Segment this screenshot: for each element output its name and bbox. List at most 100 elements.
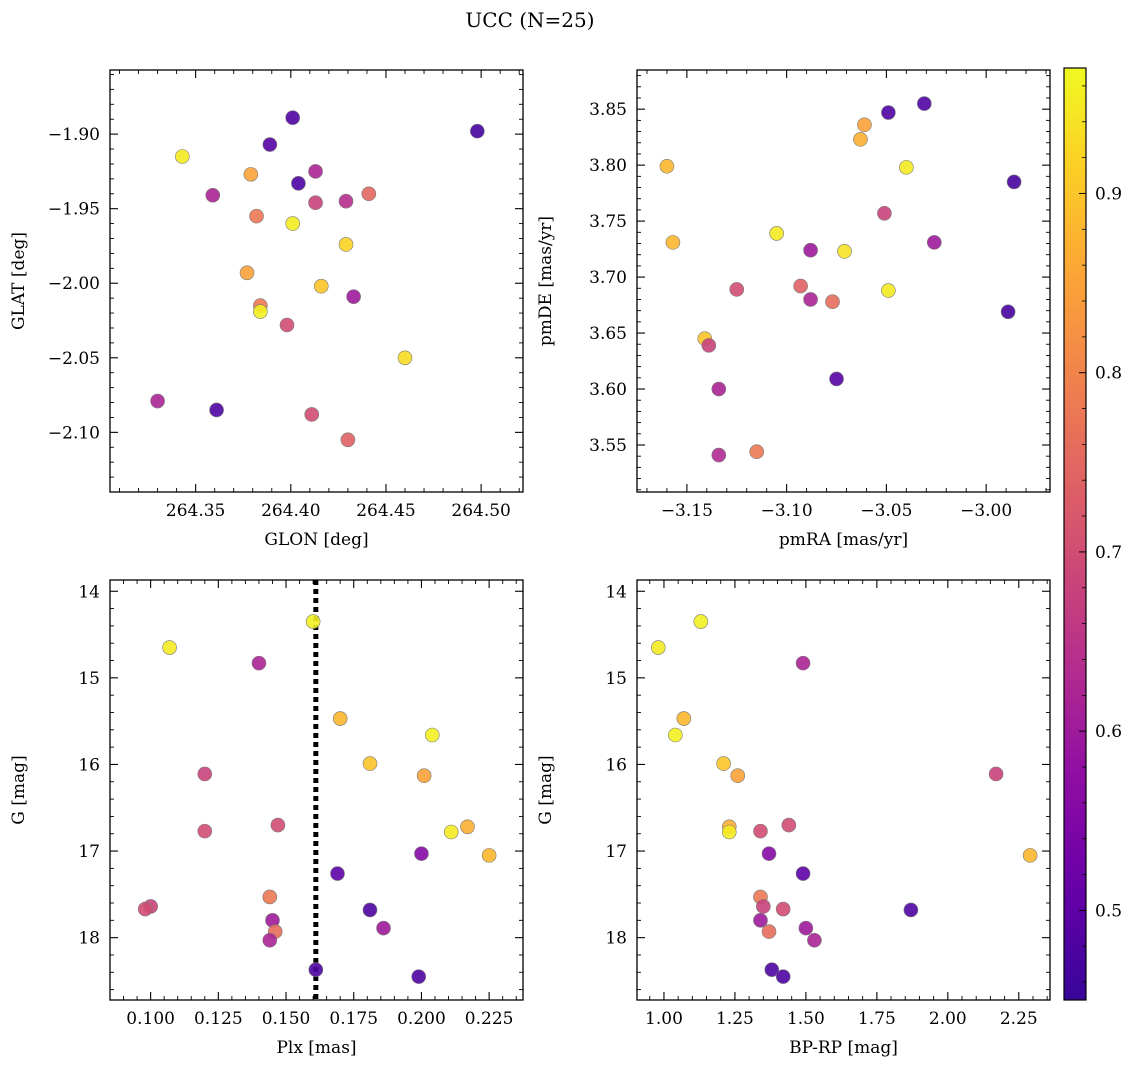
data-point [926,235,942,250]
y-axis-label: G [mag] [536,755,556,824]
x-tick-label: 2.00 [929,1009,967,1029]
x-tick-label: −3.00 [960,501,1012,521]
data-point [729,282,745,297]
data-point [721,824,737,840]
data-point [701,338,717,353]
data-point [305,614,321,629]
y-tick-label: 3.65 [589,324,627,344]
data-point [798,920,814,936]
scatter-panel-3: 0.100 0.125 0.150 0.175 0.200 0.225 14 15 16 17 18… [9,579,524,1058]
y-tick-label: 15 [78,669,100,689]
axes-frame [109,69,524,493]
data-point [769,226,784,241]
data-point [803,292,818,307]
y-tick-label: 17 [605,842,627,862]
data-point [1022,848,1038,863]
colorbar-tick-label: 0.6 [1095,722,1122,742]
data-point [285,216,301,231]
data-point [460,819,475,835]
colorbar-tick-label: 0.9 [1095,184,1122,204]
y-axis-label: G [mag] [9,755,29,824]
data-point [881,105,896,120]
y-tick-label: 3.85 [589,100,627,120]
x-tick-label: 264.50 [451,501,510,521]
figure-title: UCC (N=25) [465,8,594,32]
x-tick-label: 0.200 [397,1009,446,1029]
data-point [753,913,768,928]
x-tick-label: −3.05 [860,501,912,521]
y-tick-label: 15 [605,669,627,689]
data-point [253,304,268,319]
data-point [243,167,259,182]
data-point [775,969,791,984]
data-point [291,176,306,191]
data-point [197,823,213,839]
data-point [137,901,153,917]
y-axis-label: GLAT [deg] [9,232,29,330]
data-point [346,289,361,304]
data-point [251,655,267,671]
y-tick-label: 18 [78,929,100,949]
data-point [825,294,840,310]
y-axis-label: pmDE [mas/yr] [536,216,556,346]
data-point [988,766,1004,782]
data-point [761,846,777,861]
data-point [239,265,255,281]
data-point [362,756,378,771]
x-tick-label: 1.50 [787,1009,825,1029]
data-point [659,158,675,174]
y-tick-label: −2.05 [48,349,100,369]
data-point [414,846,429,861]
x-tick-label: 0.225 [465,1009,514,1029]
data-point [668,727,683,743]
x-tick-label: 0.100 [126,1009,175,1029]
data-point [397,350,413,366]
data-point [899,160,914,175]
scatter-panel-4: 1.00 1.25 1.50 1.75 2.00 2.25 14 15 16 17 18 BP-RP … [536,579,1051,1058]
y-tick-label: 14 [78,582,100,602]
data-point [829,371,844,387]
y-tick-label: 3.70 [589,268,627,288]
data-point [761,924,777,939]
data-point [361,186,377,202]
data-point [716,756,731,771]
data-point [917,96,932,111]
data-point [197,766,213,782]
data-point [795,655,811,671]
data-point [1000,304,1016,320]
data-point [837,244,852,259]
y-tick-label: 3.55 [589,436,627,456]
data-point [270,817,286,833]
data-point [338,237,354,252]
data-point [416,768,432,784]
y-tick-label: −1.90 [48,125,100,145]
data-point [676,711,692,726]
data-point [775,901,791,917]
data-point [443,824,459,840]
data-point [665,235,681,250]
data-point [853,132,868,147]
data-point [340,432,356,448]
data-point [781,817,797,833]
data-point [753,823,768,839]
x-axis-label: Plx [mas] [276,1038,356,1058]
x-tick-label: 1.25 [716,1009,754,1029]
x-tick-label: 0.150 [262,1009,311,1029]
colorbar-tick-label: 0.8 [1095,364,1122,384]
data-point [338,193,354,209]
data-point [262,889,278,905]
colorbar-tick-label: 0.7 [1095,543,1122,563]
data-point [693,614,709,629]
scatter-panel-2: −3.15 −3.10 −3.05 −3.00 3.55 3.60 3.65 3.70 3.75… [536,69,1051,550]
x-tick-label: 2.25 [1000,1009,1038,1029]
data-point [481,848,497,863]
y-tick-label: 14 [605,582,627,602]
data-point [711,381,727,397]
data-point [424,727,440,743]
data-point [150,393,165,409]
x-tick-label: 264.35 [166,501,225,521]
data-point [205,187,221,203]
data-point [362,902,378,918]
x-axis-label: GLON [deg] [264,530,368,550]
